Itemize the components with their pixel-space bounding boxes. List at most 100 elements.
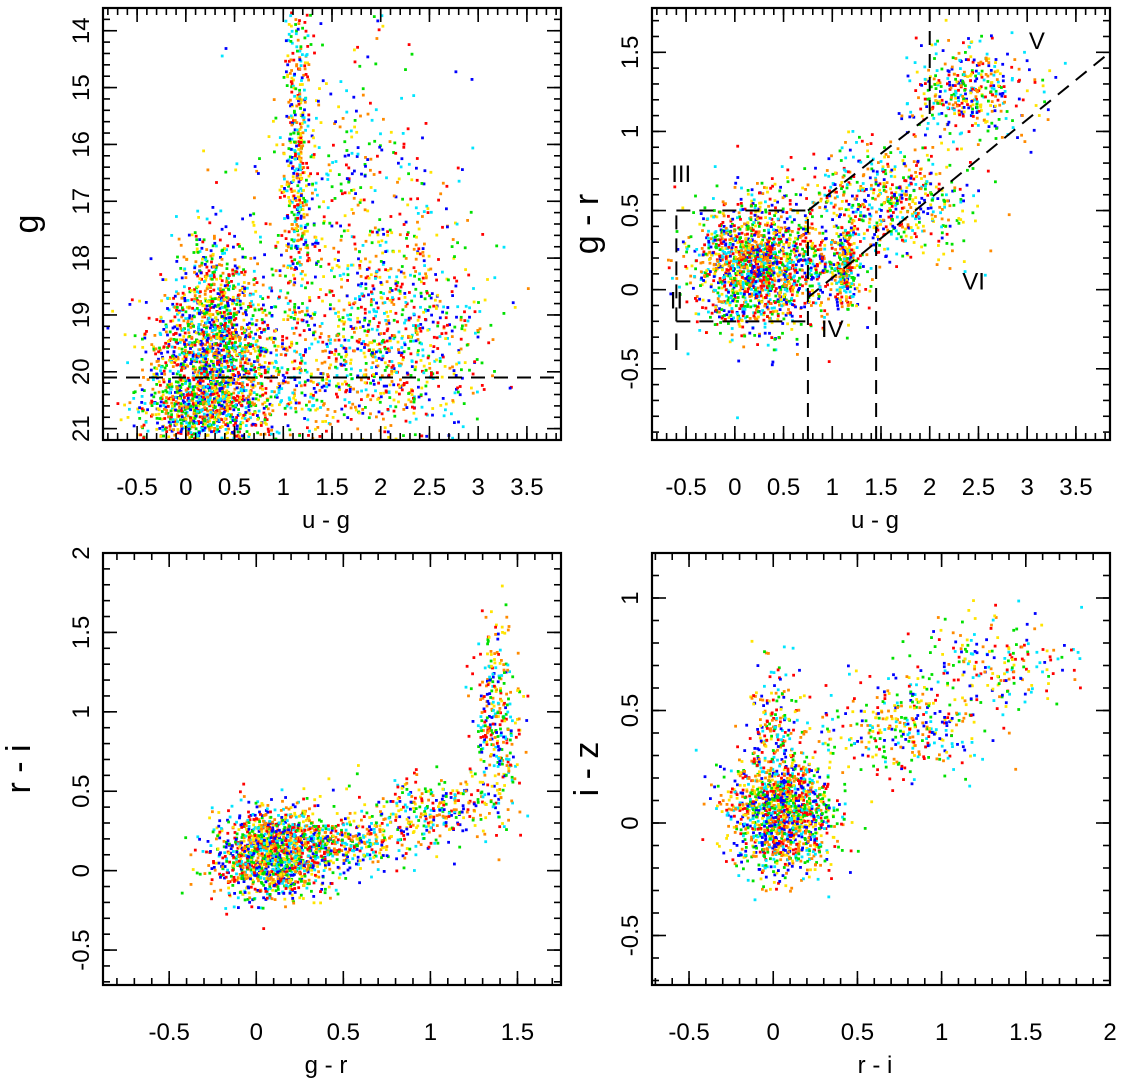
data-point [361,93,365,97]
data-point [394,437,398,440]
data-point [231,272,235,276]
data-point [183,331,187,335]
data-point [213,356,217,359]
data-point [277,373,280,376]
data-point [215,430,218,434]
data-point [796,237,799,241]
data-point [173,345,177,349]
data-point [167,442,170,445]
data-point [380,283,384,286]
data-point [301,302,304,305]
data-point [307,407,311,411]
data-point [476,335,480,339]
data-point [171,420,175,423]
data-point [308,346,311,350]
data-point [749,249,753,253]
data-point [456,390,460,394]
data-point [757,315,760,319]
data-point [210,382,213,386]
data-point [169,456,172,459]
data-point [287,402,291,406]
data-point [182,426,185,430]
data-point [334,359,338,363]
data-point [231,416,235,419]
data-point [231,326,235,329]
data-point [184,276,188,280]
data-point [216,380,219,383]
data-point [469,210,473,214]
data-point [234,405,238,409]
data-point [190,289,193,292]
data-point [204,321,208,325]
data-point [216,401,220,405]
data-point [196,311,200,315]
data-point [715,242,718,246]
data-point [181,379,185,382]
data-point [319,288,322,291]
data-point [384,268,387,272]
data-point [312,488,315,491]
data-point [198,264,202,268]
data-point [292,213,296,217]
data-point [382,340,386,344]
data-point [416,212,420,215]
data-point [372,348,375,352]
data-point [303,273,307,277]
data-point [430,313,433,317]
data-point [750,199,754,203]
data-point [161,278,165,281]
data-point [356,427,360,431]
data-point [261,387,264,391]
data-point [344,360,348,363]
data-point [389,424,393,427]
data-point [185,258,188,261]
data-point [215,370,219,373]
data-point [212,320,216,324]
data-point [750,292,753,296]
data-point [262,406,266,410]
x-axis-label: u - g [302,507,350,534]
data-point [259,421,263,425]
data-point [347,166,351,170]
data-point [458,385,462,388]
data-point [767,279,771,283]
data-point [341,192,344,196]
data-point [169,355,172,359]
data-point [298,67,302,71]
data-point [702,223,706,227]
data-point [297,140,301,143]
data-point [165,396,168,399]
data-point [428,362,431,365]
data-point [731,223,734,226]
data-point [746,287,750,291]
data-point [165,364,168,367]
data-point [369,412,372,416]
data-point [160,299,163,303]
data-point [266,327,270,330]
data-point [394,282,398,286]
data-point [293,281,297,285]
data-point [787,226,791,230]
data-point [212,379,215,382]
data-point [316,340,320,344]
data-point [225,280,228,284]
data-point [372,373,375,376]
data-point [182,352,186,356]
data-point [766,307,770,311]
data-point [349,406,353,410]
data-point [205,330,208,334]
data-point [342,322,346,326]
data-point [177,414,181,418]
data-point [249,257,253,260]
data-point [189,418,192,422]
data-point [298,58,302,62]
data-point [326,374,330,378]
data-point [356,152,360,156]
data-point [716,291,720,295]
data-point [162,378,165,382]
data-point [363,163,367,166]
data-point [382,261,386,264]
data-point [257,308,261,312]
data-point [186,396,190,400]
data-point [369,303,373,307]
